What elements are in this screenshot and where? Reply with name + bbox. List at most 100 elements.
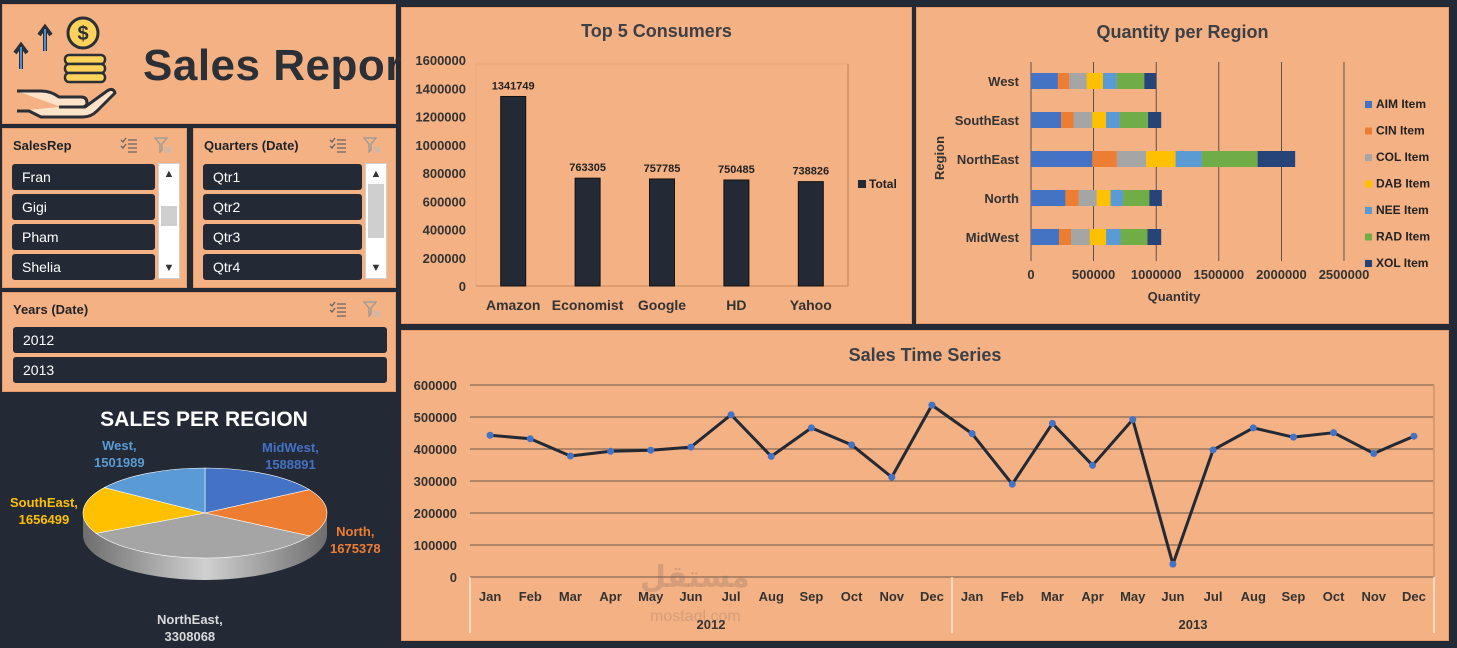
chevron-down-icon[interactable]: ▼: [163, 262, 175, 274]
line-x-tick: Jun: [1161, 589, 1184, 604]
stack-x-tick: 2000000: [1256, 267, 1307, 282]
stack-segment-southeast-xol: [1148, 112, 1162, 128]
bar-y-tick: 1400000: [415, 81, 466, 96]
bar-amazon: [500, 95, 527, 287]
line-y-tick: 400000: [414, 442, 457, 457]
bar-hd: [723, 179, 750, 287]
stack-segment-southeast-col: [1073, 112, 1093, 128]
quarters-item-qtr1[interactable]: Qtr1: [203, 164, 362, 190]
salesrep-item-shelia[interactable]: Shelia: [12, 254, 155, 280]
stack-segment-northeast-dab: [1146, 151, 1176, 167]
line-y-tick: 100000: [414, 538, 457, 553]
stack-segment-north-nee: [1110, 190, 1124, 206]
sales-point: [486, 431, 494, 439]
stack-segment-southeast-nee: [1106, 112, 1120, 128]
stack-segment-southeast-aim: [1031, 112, 1062, 128]
line-x-tick: Sep: [1281, 589, 1305, 604]
stack-y-tick: SouthEast: [955, 113, 1020, 128]
stack-legend-swatch: [1365, 260, 1372, 267]
line-group-label: 2013: [1179, 617, 1208, 632]
bar-x-tick: HD: [726, 297, 746, 313]
pie-slice-northeast: [95, 512, 311, 559]
stack-x-tick: 0: [1027, 267, 1034, 282]
bar-x-tick: Google: [638, 297, 686, 313]
pie-label-west: West, 1501989: [94, 437, 145, 471]
sales-point: [1129, 416, 1137, 424]
multi-select-icon[interactable]: [329, 137, 347, 153]
chevron-up-icon[interactable]: ▲: [163, 168, 175, 180]
pie-slice-west: [103, 467, 206, 514]
clear-filter-icon[interactable]: [154, 137, 172, 153]
stack-segment-midwest-aim: [1031, 229, 1060, 245]
clear-filter-icon[interactable]: [363, 137, 381, 153]
clear-filter-icon[interactable]: [363, 301, 381, 317]
stack-segment-northeast-cin: [1092, 151, 1117, 167]
sales-point: [526, 435, 534, 443]
stack-legend-label: XOL Item: [1376, 256, 1428, 270]
sales-point: [848, 441, 856, 449]
sales-point: [1289, 433, 1297, 441]
chevron-up-icon[interactable]: ▲: [370, 168, 382, 180]
stack-segment-north-col: [1078, 190, 1097, 206]
stack-segment-west-xol: [1144, 73, 1157, 89]
line-x-tick: Sep: [799, 589, 823, 604]
stack-segment-north-aim: [1031, 190, 1066, 206]
watermark-sub-text: mostaql.com: [650, 608, 741, 625]
salesrep-slicer-title: SalesRep: [13, 138, 72, 153]
chevron-down-icon[interactable]: ▼: [370, 262, 382, 274]
sales-point: [1048, 419, 1056, 427]
bar-legend-swatch: [858, 180, 866, 188]
stack-legend-swatch: [1365, 233, 1372, 241]
stack-segment-midwest-dab: [1089, 229, 1107, 245]
years-item-2013[interactable]: 2013: [13, 357, 387, 383]
bar-data-label: 738826: [792, 166, 829, 178]
stack-legend-label: AIM Item: [1376, 97, 1426, 111]
multi-select-icon[interactable]: [329, 301, 347, 317]
stack-x-tick: 2500000: [1319, 267, 1370, 282]
stack-legend-label: RAD Item: [1376, 230, 1430, 244]
stack-legend-swatch: [1365, 127, 1372, 135]
page-title: Sales Report: [143, 41, 418, 90]
pie-label-midwest-name: MidWest,: [262, 440, 319, 455]
stack-segment-north-cin: [1065, 190, 1079, 206]
stack-segment-northeast-nee: [1175, 151, 1202, 167]
quarters-slicer-title: Quarters (Date): [204, 138, 299, 153]
quarters-scrollbar[interactable]: ▲ ▼: [365, 163, 387, 279]
bar-google: [649, 178, 675, 287]
stack-segment-north-xol: [1149, 190, 1162, 206]
quarters-item-qtr3[interactable]: Qtr3: [203, 224, 362, 250]
bar-legend-label: Total: [869, 177, 897, 191]
bar-y-tick: 600000: [423, 194, 466, 209]
pie-side: [83, 513, 327, 580]
pie-label-southeast-name: SouthEast,: [10, 495, 78, 510]
top-consumers-title: Top 5 Consumers: [581, 21, 732, 41]
salesrep-item-gigi[interactable]: Gigi: [12, 194, 155, 220]
line-x-tick: Aug: [759, 589, 784, 604]
years-slicer: Years (Date) 2012 2013: [2, 292, 396, 392]
salesrep-scrollbar[interactable]: ▲ ▼: [158, 163, 180, 279]
bar-data-label: 763305: [569, 162, 606, 174]
sales-point: [1330, 429, 1338, 437]
salesrep-item-fran[interactable]: Fran: [12, 164, 155, 190]
top-consumers-panel: Top 5 Consumers 0 200000 400000 600000 80000…: [401, 7, 912, 324]
sales-point: [1209, 446, 1217, 454]
bar-data-label: 750485: [718, 164, 755, 176]
stack-segment-midwest-xol: [1147, 229, 1162, 245]
line-x-tick: Oct: [841, 589, 863, 604]
quarters-item-qtr2[interactable]: Qtr2: [203, 194, 362, 220]
years-item-2012[interactable]: 2012: [13, 327, 387, 353]
quarters-slicer: Quarters (Date) Qtr1 Qtr2 Qtr3 Qtr4 ▲ ▼: [193, 128, 396, 288]
quarters-item-qtr4[interactable]: Qtr4: [203, 254, 362, 280]
salesrep-scroll-thumb[interactable]: [161, 206, 177, 226]
salesrep-item-pham[interactable]: Pham: [12, 224, 155, 250]
sales-point: [727, 411, 735, 419]
line-y-tick: 200000: [414, 506, 457, 521]
stack-legend-label: CIN Item: [1376, 124, 1425, 138]
stack-segment-northeast-aim: [1031, 151, 1093, 167]
sales-point: [888, 473, 896, 481]
multi-select-icon[interactable]: [120, 137, 138, 153]
quarters-scroll-thumb[interactable]: [368, 184, 384, 238]
pie-slice-southeast: [82, 487, 206, 534]
sales-logo-icon: $: [13, 16, 117, 119]
stack-legend-swatch: [1365, 207, 1372, 214]
